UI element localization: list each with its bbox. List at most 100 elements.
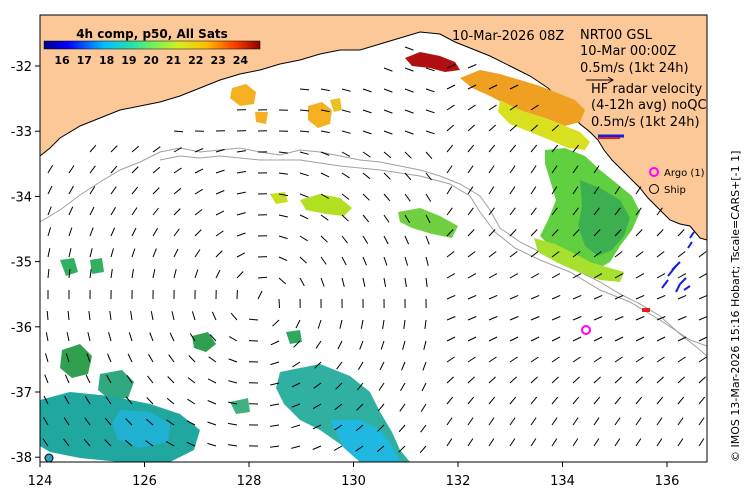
current-arrow [278, 172, 288, 175]
current-arrow [551, 376, 559, 384]
radar-scale-1: 0.5m/s (1kt 24h) [580, 61, 689, 76]
current-arrow [614, 417, 621, 426]
current-arrow [698, 396, 706, 405]
current-arrow [420, 424, 427, 433]
current-arrow [677, 438, 684, 447]
current-arrow [228, 401, 238, 405]
current-arrow [400, 382, 406, 392]
current-arrow [166, 397, 175, 405]
current-arrow [509, 336, 519, 342]
current-arrow [278, 256, 288, 262]
current-arrow [467, 316, 477, 321]
current-arrow [228, 380, 238, 384]
current-arrow [194, 249, 201, 258]
x-tick-label: 136 [655, 474, 680, 489]
current-arrow [299, 214, 309, 220]
current-arrow [446, 273, 456, 279]
current-arrow [488, 84, 498, 90]
current-arrow [355, 424, 364, 432]
current-arrow [656, 207, 663, 216]
colorbar-tick-label: 24 [233, 54, 249, 67]
current-arrow [401, 361, 406, 371]
current-arrow [467, 356, 476, 363]
shelf-contour [40, 147, 707, 357]
current-arrow [357, 382, 364, 391]
current-arrow [677, 417, 684, 426]
colorbar-tick-label: 20 [144, 54, 160, 67]
current-arrow [424, 319, 427, 329]
current-arrow [656, 229, 664, 237]
current-arrow [446, 207, 453, 216]
current-arrow [124, 439, 133, 447]
current-arrow [404, 130, 414, 135]
current-arrow [467, 165, 474, 174]
current-arrow [488, 294, 498, 300]
current-arrow [635, 207, 642, 216]
current-arrow [194, 209, 203, 216]
current-arrow [362, 109, 372, 114]
current-arrow [65, 353, 70, 363]
current-arrow [336, 361, 343, 370]
x-tick-label: 134 [550, 474, 575, 489]
current-arrow [173, 228, 180, 237]
shelf-contour-inner [159, 155, 707, 347]
current-arrow [572, 438, 579, 447]
current-arrow [315, 340, 322, 349]
current-arrow [291, 403, 301, 408]
current-arrow [488, 229, 496, 237]
current-arrow [270, 382, 280, 386]
current-arrow [467, 376, 475, 384]
current-arrow [230, 312, 238, 321]
legend-argo-icon [649, 167, 659, 177]
current-arrow [530, 273, 540, 279]
current-arrow [299, 235, 308, 242]
current-arrow [467, 207, 474, 216]
current-arrow [425, 277, 428, 287]
y-tick-label: -35 [11, 256, 32, 271]
x-tick-label: 124 [28, 474, 53, 489]
current-arrow [188, 355, 196, 363]
current-arrow [356, 403, 364, 411]
current-arrow [593, 229, 601, 237]
current-arrow [46, 310, 49, 321]
current-arrow [278, 277, 287, 285]
current-arrow [446, 438, 453, 447]
current-arrow [362, 151, 371, 158]
current-arrow [68, 185, 74, 195]
current-arrow [42, 438, 49, 447]
current-arrow [320, 193, 330, 199]
current-arrow [270, 403, 280, 407]
current-arrow [446, 165, 453, 174]
current-arrow [377, 403, 385, 412]
current-arrow [360, 319, 364, 329]
current-arrow [131, 248, 136, 258]
current-arrow [43, 395, 49, 405]
title-date: 10-Mar-2026 08Z [452, 29, 564, 44]
current-arrow [656, 294, 666, 300]
current-arrow [593, 207, 600, 216]
current-arrow [376, 445, 385, 453]
current-arrow [530, 438, 537, 447]
current-arrow [44, 374, 49, 384]
current-arrow [320, 277, 325, 287]
current-arrow [530, 144, 538, 153]
current-arrow [572, 376, 580, 384]
current-arrow [312, 424, 322, 430]
current-arrow [488, 124, 497, 132]
current-arrow [572, 207, 579, 216]
current-arrow [614, 229, 622, 237]
current-arrow [378, 382, 385, 391]
current-arrow [362, 172, 371, 180]
current-arrow [215, 190, 225, 195]
current-arrow [404, 109, 414, 114]
current-arrow [488, 417, 495, 426]
current-arrow [382, 319, 385, 329]
current-arrow [270, 445, 280, 448]
current-arrow [488, 104, 497, 111]
current-arrow [383, 235, 389, 245]
current-arrow [47, 165, 54, 174]
current-arrow [339, 319, 343, 329]
current-arrow [131, 269, 134, 279]
current-arrow [402, 340, 406, 350]
